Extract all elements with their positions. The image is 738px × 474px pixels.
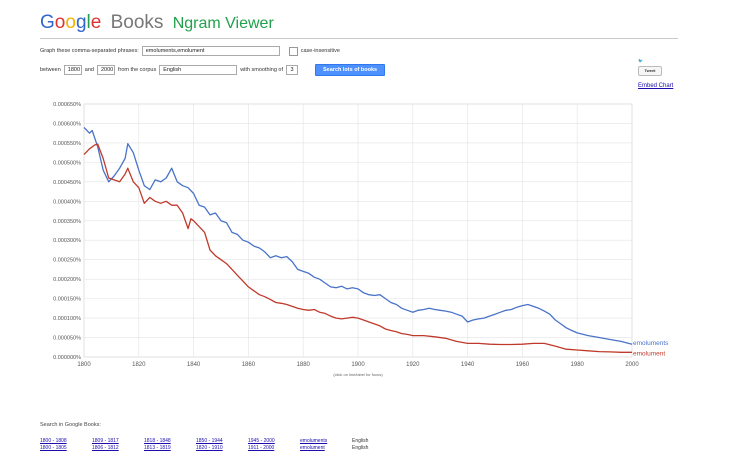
y-tick-label: 0.000650% [53, 102, 81, 108]
tweet-button[interactable]: Tweet [638, 66, 662, 76]
series-line-emolument[interactable] [83, 143, 632, 353]
search-books-title: Search in Google Books: [40, 422, 101, 428]
between-label: between [40, 67, 61, 73]
logo-letter: G [40, 12, 55, 33]
corpus-label: from the corpus [117, 67, 157, 73]
x-tick-label: 1800 [77, 362, 91, 368]
y-tick-label: 0.000550% [53, 141, 81, 147]
x-tick-label: 1860 [242, 362, 256, 368]
smoothing-input[interactable]: 3 [286, 65, 299, 75]
logo-letter: o [65, 12, 76, 33]
logo-letter: e [90, 12, 102, 33]
range-link[interactable]: 1850 - 1944 [196, 437, 223, 444]
smoothing-label: with smoothing of [240, 67, 284, 73]
range-link[interactable]: 1818 - 1848 [144, 437, 171, 444]
embed-chart-link[interactable]: Embed Chart [638, 83, 674, 89]
series-label-emolument[interactable]: emolument [633, 350, 665, 357]
y-tick-label: 0.000050% [53, 336, 81, 342]
twitter-bird-icon: 🐦 [638, 58, 643, 63]
range-link[interactable]: 1806 - 1812 [92, 444, 119, 451]
y-axis-ticks: 0.000000% 0.000050% 0.000100% 0.000150% 0.00… [53, 102, 81, 361]
range-link[interactable]: 1820 - 1910 [196, 444, 223, 451]
x-axis-ticks: 1800 1820 1840 1860 1880 1900 1920 1940 1960 1980… [77, 362, 639, 368]
phrase-label: Graph these comma-separated phrases: [40, 48, 139, 54]
search-books-links: 1800 - 1808 1809 - 1817 1818 - 1848 1850… [40, 437, 392, 451]
language-label: English [352, 437, 369, 444]
series-line-emoluments[interactable] [83, 126, 633, 345]
range-link[interactable]: 1809 - 1817 [92, 437, 119, 444]
logo-letter: o [54, 12, 66, 33]
y-tick-label: 0.000500% [53, 160, 81, 166]
x-tick-label: 1940 [461, 362, 475, 368]
x-tick-label: 1840 [187, 362, 201, 368]
search-books-button[interactable]: Search lots of books [315, 64, 386, 76]
range-link[interactable]: 1800 - 1808 [40, 437, 67, 444]
corpus-select[interactable]: English [159, 65, 238, 75]
phrase-input[interactable]: emoluments,emolument [141, 46, 280, 56]
search-row: 1800 - 1805 1806 - 1812 1813 - 1819 1820… [40, 444, 392, 451]
y-tick-label: 0.000350% [53, 219, 81, 225]
language-label: English [352, 444, 369, 451]
y-tick-label: 0.000250% [53, 258, 81, 264]
case-insensitive-label: case-insensitive [300, 48, 340, 54]
ngram-logo[interactable]: Google Books Ngram Viewer [40, 12, 274, 34]
phrase-link[interactable]: emoluments [300, 437, 328, 444]
series-label-emoluments[interactable]: emoluments [633, 340, 669, 347]
range-link[interactable]: 1800 - 1805 [40, 444, 67, 451]
phrase-link[interactable]: emolument [300, 444, 325, 451]
search-row: 1800 - 1808 1809 - 1817 1818 - 1848 1850… [40, 437, 392, 444]
y-tick-label: 0.000400% [53, 199, 81, 205]
range-link[interactable]: 1911 - 2000 [248, 444, 275, 451]
logo-letter: g [75, 12, 87, 33]
x-tick-label: 1820 [132, 362, 146, 368]
series-labels: emoluments emolument [633, 340, 669, 357]
x-tick-label: 1880 [297, 362, 311, 368]
and-label: and [84, 67, 94, 73]
x-tick-label: 1900 [351, 362, 365, 368]
y-tick-label: 0.000450% [53, 180, 81, 186]
y-tick-label: 0.000150% [53, 297, 81, 303]
range-link[interactable]: 1813 - 1819 [144, 444, 171, 451]
start-year-input[interactable]: 1800 [63, 65, 82, 75]
y-tick-label: 0.000300% [53, 238, 81, 244]
chart-grid [83, 103, 633, 358]
y-tick-label: 0.000200% [53, 277, 81, 283]
chart-lines [83, 126, 633, 353]
chart-hint: (click on line/label for focus) [333, 372, 383, 377]
logo-ngram-viewer: Ngram Viewer [172, 15, 274, 32]
case-insensitive-checkbox[interactable] [288, 46, 298, 56]
y-tick-label: 0.000000% [53, 355, 81, 361]
logo-letter: l [86, 12, 91, 33]
y-tick-label: 0.000600% [53, 121, 81, 127]
x-tick-label: 1980 [571, 362, 585, 368]
range-link[interactable]: 1945 - 2000 [248, 437, 275, 444]
x-tick-label: 1920 [406, 362, 420, 368]
x-tick-label: 1960 [516, 362, 530, 368]
header-divider [40, 38, 678, 39]
logo-books: Books [110, 12, 164, 33]
y-tick-label: 0.000100% [53, 316, 81, 322]
options-row: between 1800 and 2000 from the corpus En… [40, 64, 386, 76]
end-year-input[interactable]: 2000 [96, 65, 115, 75]
phrase-row: Graph these comma-separated phrases: emo… [40, 46, 340, 56]
x-tick-label: 2000 [625, 362, 639, 368]
